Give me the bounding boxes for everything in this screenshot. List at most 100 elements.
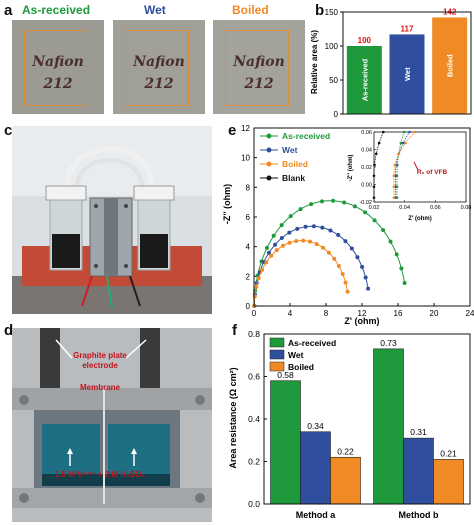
chart-e-point xyxy=(394,252,399,257)
inset-point xyxy=(392,196,396,199)
chart-e-point xyxy=(402,281,407,286)
chart-e-point xyxy=(320,225,325,230)
chart-b-ytick-label: 50 xyxy=(329,76,338,85)
chart-e-point xyxy=(326,250,331,255)
chart-e-point xyxy=(287,230,292,235)
label-electrolyte: 1.5 M V³·⁵⁺ + 2 M H₂SO₄ xyxy=(55,470,145,479)
chart-e-legend-label: As-received xyxy=(282,131,330,141)
chart-e-point xyxy=(271,233,276,238)
inset-ytick-label: 0.06 xyxy=(361,130,372,136)
chart-e-point xyxy=(332,256,337,261)
panel-b-letter: b xyxy=(315,2,325,19)
chart-f: Area resistance (Ω cm²) 0.00.20.40.60.8 … xyxy=(228,330,471,520)
chart-b-frame xyxy=(342,11,472,115)
chart-e-point xyxy=(280,243,285,248)
chart-e-point xyxy=(254,285,259,290)
photo-label-boiled: Boiled xyxy=(232,3,269,17)
chart-b-category-label: Boiled xyxy=(446,54,455,77)
chart-e-frame xyxy=(253,127,471,307)
chart-f-ytick-label: 0.4 xyxy=(248,414,260,424)
nafion-photo-as-received: Nafion 212 xyxy=(12,20,104,114)
chart-e-xtick-label: 0 xyxy=(252,309,257,318)
chart-e-point xyxy=(363,210,368,215)
chart-f-frame xyxy=(263,333,471,505)
chart-e-point xyxy=(308,239,313,244)
chart-e-legend-label: Wet xyxy=(282,145,298,155)
chart-e-ytick-label: 0 xyxy=(246,302,251,311)
nafion-photo-wet: Nafion 212 xyxy=(113,20,205,114)
chart-e-point xyxy=(352,204,357,209)
chart-b-category-label: As-received xyxy=(360,58,369,101)
chart-e-point xyxy=(256,276,261,281)
panel-a-letter: a xyxy=(4,2,13,19)
chart-e-point xyxy=(295,226,300,231)
chart-e-point xyxy=(279,235,284,240)
chart-e-legend-label: Boiled xyxy=(282,159,308,169)
label-graphite-plate: Graphite plate xyxy=(73,351,127,360)
chart-e-point xyxy=(331,198,336,203)
chart-f-ytick-label: 0.6 xyxy=(248,372,260,382)
chart-f-bar xyxy=(270,380,301,505)
chart-e-point xyxy=(303,224,308,229)
chart-e-legend-marker xyxy=(266,175,272,181)
sample-text-212: 212 xyxy=(43,76,73,92)
chart-e-point xyxy=(360,264,365,269)
chart-e-point xyxy=(340,271,345,276)
inset-point xyxy=(393,163,397,167)
chart-b: Relative area (%) 0 50 100 150 100 As-receiv… xyxy=(310,7,472,118)
panel-d-letter: d xyxy=(4,322,14,339)
chart-e-ytick-label: 8 xyxy=(246,183,251,192)
chart-e-point xyxy=(328,228,333,233)
inset-point xyxy=(392,174,396,178)
chart-e-point xyxy=(372,218,377,223)
chart-e-point xyxy=(314,242,319,247)
chart-e-point xyxy=(288,214,293,219)
membrane-cell-photo: Graphite plate electrode Membrane 1.5 M … xyxy=(12,328,212,522)
inset-point xyxy=(374,152,378,156)
chart-f-category-label: Method b xyxy=(399,510,439,520)
chart-e-point xyxy=(301,238,306,243)
chart-f-value-label: 0.34 xyxy=(307,421,324,431)
chart-b-ylabel: Relative area (%) xyxy=(310,30,319,94)
inset-xtick-label: 0.04 xyxy=(399,205,410,211)
chart-f-ytick-label: 0.8 xyxy=(248,330,260,339)
chart-e-point xyxy=(287,240,292,245)
chart-b-ytick-label: 0 xyxy=(334,110,339,118)
chart-e-point xyxy=(279,223,284,228)
inset-point xyxy=(402,130,406,134)
chart-f-bar xyxy=(433,459,464,505)
chart-b-category-label: Wet xyxy=(403,67,412,81)
chart-f-value-label: 0.22 xyxy=(337,446,354,456)
chart-e-series-line xyxy=(253,240,349,307)
inset-ytick-label: 0.00 xyxy=(361,183,372,189)
inset-point xyxy=(377,141,381,145)
chart-e-point xyxy=(309,202,314,207)
chart-f-value-label: 0.21 xyxy=(440,448,457,458)
inset-point xyxy=(401,141,405,145)
chart-f-ytick-label: 0.2 xyxy=(248,457,260,467)
inset-point xyxy=(399,141,403,145)
sample-outline xyxy=(125,30,189,106)
chart-e-point xyxy=(294,238,299,243)
chart-f-value-label: 0.31 xyxy=(410,427,427,437)
chart-e-point xyxy=(355,255,360,260)
chart-e-point xyxy=(311,224,316,229)
chart-f-legend-swatch xyxy=(269,337,285,348)
chart-e-ytick-label: 6 xyxy=(246,213,251,222)
chart-e-legend-marker xyxy=(266,161,272,167)
chart-e-xtick-label: 4 xyxy=(288,309,293,318)
chart-e-ylabel: -Z'' (ohm) xyxy=(222,184,232,224)
inset-xtick-label: 0.08 xyxy=(461,205,472,211)
inset-annotation: R₀ of VFB xyxy=(417,169,448,176)
inset-point xyxy=(372,196,376,199)
nafion-photo-boiled: Nafion 212 xyxy=(213,20,305,114)
chart-f-bar xyxy=(403,437,434,505)
chart-f-value-label: 0.58 xyxy=(277,370,294,380)
chart-e-xtick-label: 24 xyxy=(466,309,474,318)
chart-f-bar xyxy=(373,348,404,505)
label-electrode: electrode xyxy=(82,361,118,370)
chart-e-point xyxy=(269,253,274,258)
chart-b-bar xyxy=(389,34,425,114)
inset-frame xyxy=(373,131,467,203)
cell-setup-photo xyxy=(12,126,212,314)
